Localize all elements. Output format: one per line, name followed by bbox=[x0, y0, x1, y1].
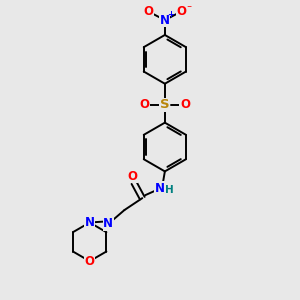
Text: S: S bbox=[160, 98, 170, 111]
Text: N: N bbox=[160, 14, 170, 27]
Text: O: O bbox=[140, 98, 150, 111]
Text: N: N bbox=[154, 182, 164, 195]
Text: N: N bbox=[103, 217, 113, 230]
Text: H: H bbox=[165, 185, 173, 195]
Text: O: O bbox=[180, 98, 190, 111]
Text: N: N bbox=[85, 216, 95, 229]
Text: O: O bbox=[177, 5, 187, 18]
Text: O: O bbox=[128, 170, 137, 183]
Text: O: O bbox=[143, 5, 153, 18]
Text: O: O bbox=[85, 255, 95, 268]
Text: +: + bbox=[167, 10, 174, 19]
Text: ⁻: ⁻ bbox=[186, 4, 191, 14]
